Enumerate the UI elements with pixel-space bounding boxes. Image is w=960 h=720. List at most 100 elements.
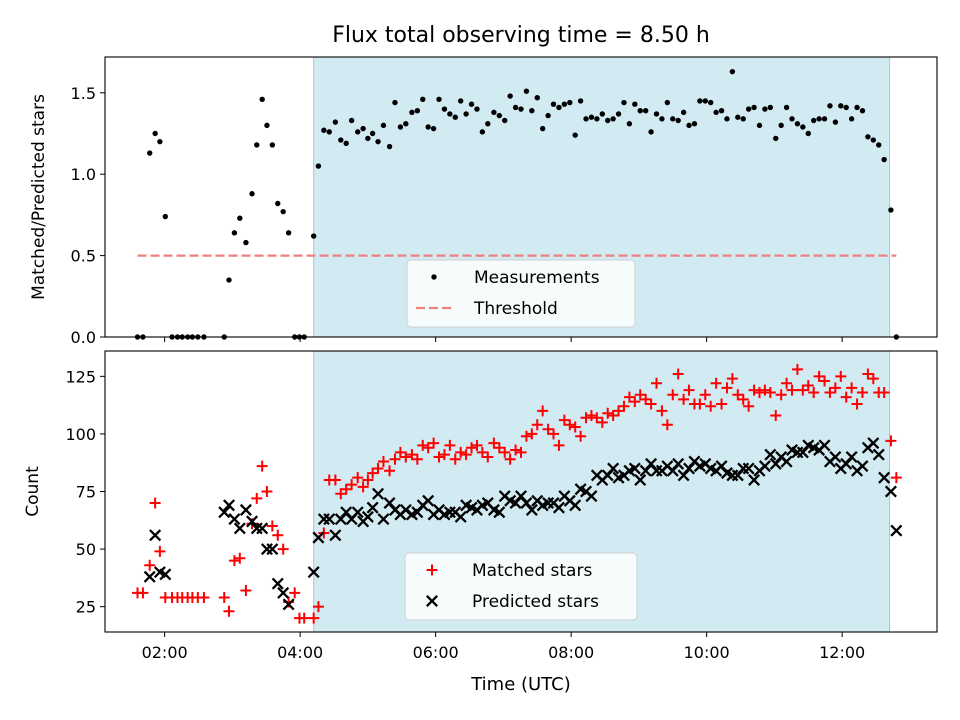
data-point xyxy=(656,405,668,417)
data-point xyxy=(275,200,281,207)
data-point xyxy=(686,122,692,129)
data-point xyxy=(572,132,578,138)
data-point xyxy=(888,207,894,213)
data-point xyxy=(149,529,162,542)
data-point xyxy=(651,377,663,389)
x-axis-label: Time (UTC) xyxy=(470,674,571,695)
data-point xyxy=(512,104,519,111)
y-tick-label: 75 xyxy=(76,483,96,502)
data-point xyxy=(357,481,369,493)
data-point xyxy=(515,446,527,458)
data-point xyxy=(605,117,611,124)
data-point xyxy=(351,506,364,519)
count-panel: 25 50 75 100 125 02:00 04:00 06:00 08:00 10:00 12:… xyxy=(23,350,938,662)
data-point xyxy=(449,453,461,465)
y-axis-label: Matched/Predicted stars xyxy=(29,94,49,300)
data-point xyxy=(326,129,332,135)
series-plus xyxy=(132,363,902,624)
data-point xyxy=(254,142,260,148)
data-point xyxy=(428,437,440,449)
x-tick-label: 10:00 xyxy=(684,643,730,662)
data-point xyxy=(269,142,276,148)
legend-label: Predicted stars xyxy=(472,592,599,612)
data-point xyxy=(454,510,467,523)
data-point xyxy=(794,121,801,127)
data-point xyxy=(338,137,344,143)
data-point xyxy=(362,474,374,486)
data-point xyxy=(615,111,622,117)
data-point xyxy=(816,116,822,122)
data-point xyxy=(748,473,761,486)
x-tick-label: 12:00 xyxy=(819,643,865,662)
data-point xyxy=(460,449,472,461)
data-point xyxy=(851,398,863,410)
data-point xyxy=(352,472,364,484)
data-point xyxy=(425,124,431,130)
data-point xyxy=(365,135,371,142)
data-point xyxy=(430,125,437,132)
data-point xyxy=(580,412,592,424)
data-point xyxy=(285,230,292,236)
data-point xyxy=(756,122,763,129)
data-point xyxy=(743,400,755,412)
data-point xyxy=(369,130,376,137)
data-point xyxy=(312,601,324,613)
data-point xyxy=(271,577,284,590)
data-point xyxy=(226,277,232,283)
data-point xyxy=(832,119,839,125)
data-point xyxy=(329,474,341,486)
data-point xyxy=(240,585,252,597)
data-point xyxy=(829,450,842,463)
data-point xyxy=(859,108,866,114)
y-axis-label: Count xyxy=(23,466,43,517)
data-point xyxy=(775,389,787,401)
data-point xyxy=(585,490,598,503)
data-point xyxy=(332,119,339,125)
data-point xyxy=(726,373,738,385)
data-point xyxy=(282,598,295,611)
data-point xyxy=(767,104,774,111)
data-point xyxy=(510,444,522,456)
data-point xyxy=(520,430,532,442)
data-point xyxy=(870,137,877,143)
data-point xyxy=(289,587,301,599)
data-point xyxy=(154,545,166,557)
x-tick-label: 06:00 xyxy=(413,643,459,662)
data-point xyxy=(585,409,597,421)
data-point xyxy=(829,382,841,394)
data-point xyxy=(848,116,855,122)
data-point xyxy=(380,122,387,129)
data-point xyxy=(742,462,755,475)
data-point xyxy=(819,375,831,387)
data-point xyxy=(366,501,379,514)
data-point xyxy=(259,96,265,103)
data-point xyxy=(854,104,860,111)
data-point xyxy=(637,108,643,114)
chart-title: Flux total observing time = 8.50 h xyxy=(332,23,710,48)
data-point xyxy=(397,124,404,130)
series-dot xyxy=(134,68,900,340)
data-point xyxy=(561,101,568,107)
data-point xyxy=(805,130,811,137)
data-point xyxy=(588,114,595,120)
data-point xyxy=(315,163,322,169)
data-point xyxy=(710,377,722,389)
data-point xyxy=(780,455,793,468)
data-point xyxy=(878,471,891,484)
data-point xyxy=(602,407,614,419)
data-point xyxy=(885,435,897,447)
data-point xyxy=(436,96,442,103)
data-point xyxy=(386,143,393,150)
data-point xyxy=(159,568,172,581)
data-point xyxy=(392,99,398,106)
data-point xyxy=(237,215,243,221)
data-point xyxy=(144,559,156,571)
data-point xyxy=(264,122,270,129)
data-point xyxy=(493,506,506,519)
data-point xyxy=(534,94,540,101)
data-point xyxy=(243,239,249,246)
data-point xyxy=(147,150,153,156)
data-point xyxy=(680,109,687,116)
data-point xyxy=(735,114,741,120)
